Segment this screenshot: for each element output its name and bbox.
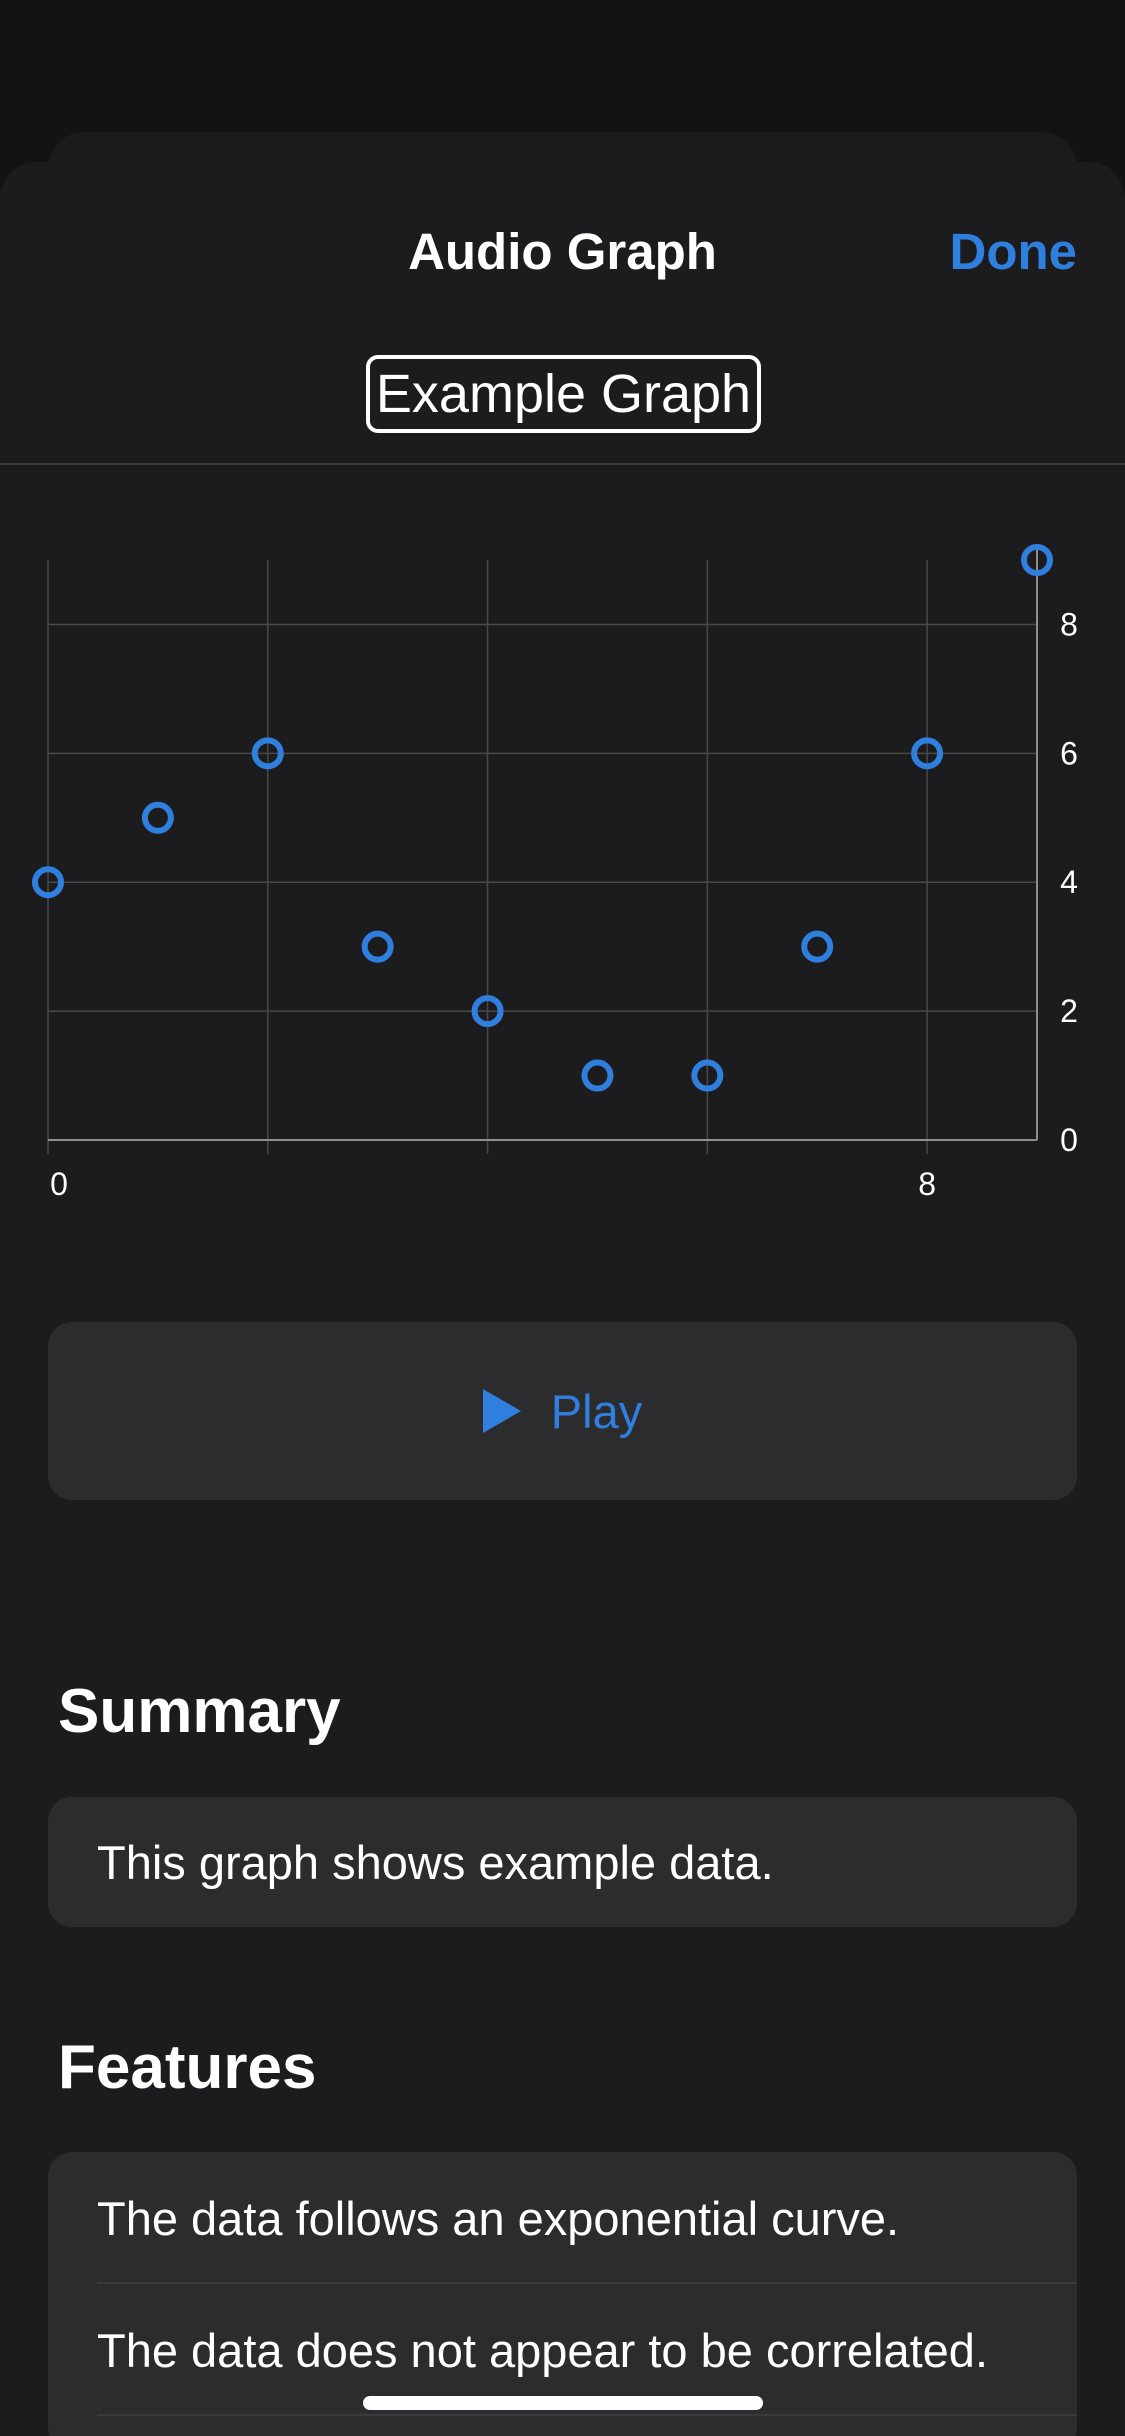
home-indicator [363, 2396, 763, 2410]
summary-header: Summary [58, 1677, 341, 1746]
data-point [691, 1059, 724, 1092]
y-tick-label: 6 [1060, 735, 1078, 771]
scatter-chart[interactable]: 0 2 4 6 8 0 8 [0, 520, 1125, 1240]
feature-text: The data follows an exponential curve. [97, 2191, 900, 2245]
data-point [911, 737, 944, 770]
done-button[interactable]: Done [949, 223, 1078, 280]
y-tick-label: 4 [1060, 864, 1078, 900]
data-point [141, 801, 174, 834]
data-point [361, 930, 394, 963]
summary-card: This graph shows example data. [48, 1797, 1077, 1927]
feature-row: The data follows an exponential curve. [48, 2152, 1077, 2284]
modal-sheet [0, 162, 1125, 2436]
row-divider [97, 2282, 1077, 2284]
y-tick-label: 2 [1060, 993, 1078, 1029]
y-tick-label: 8 [1060, 606, 1078, 642]
data-point [32, 866, 64, 899]
nav-title: Audio Graph [408, 223, 717, 280]
summary-text: This graph shows example data. [97, 1835, 774, 1889]
features-card: The data follows an exponential curve. T… [48, 2152, 1077, 2436]
data-point [471, 995, 504, 1028]
data-point [251, 737, 284, 770]
data-point [1021, 544, 1053, 576]
x-tick-label: 8 [918, 1166, 936, 1202]
x-tick-label: 0 [50, 1166, 68, 1202]
features-header: Features [58, 2033, 317, 2102]
data-point [801, 930, 834, 963]
play-label: Play [550, 1384, 643, 1438]
data-point [581, 1059, 614, 1092]
graph-title[interactable]: Example Graph [366, 355, 761, 433]
feature-text: The data does not appear to be correlate… [97, 2323, 989, 2377]
feature-row: The data does not appear to be correlate… [48, 2284, 1077, 2416]
play-button[interactable]: Play [48, 1322, 1077, 1500]
y-tick-label: 0 [1060, 1122, 1078, 1158]
row-divider [97, 2414, 1077, 2416]
header-divider [0, 463, 1125, 465]
play-icon [482, 1389, 521, 1433]
